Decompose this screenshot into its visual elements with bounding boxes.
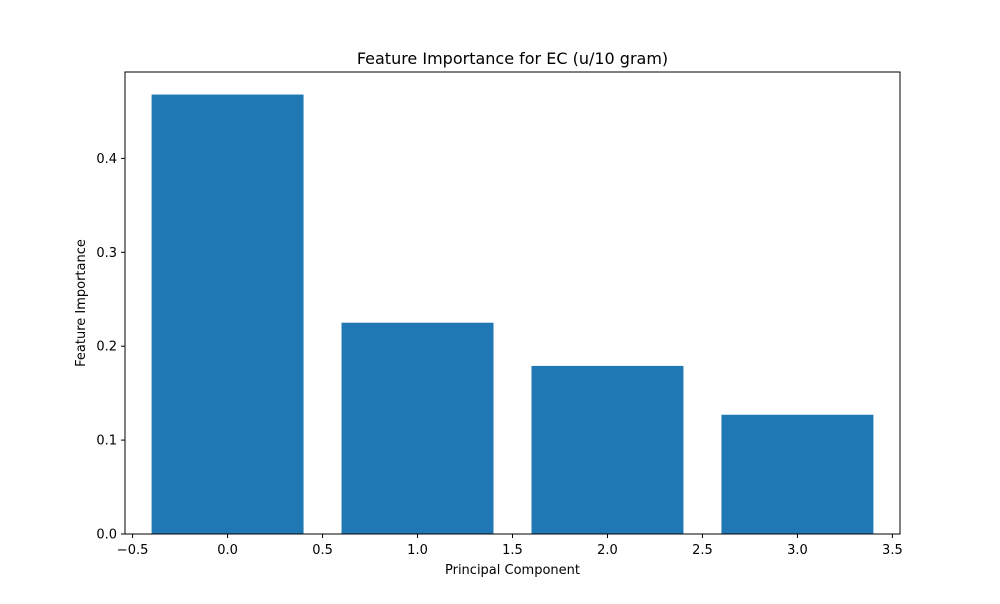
x-tick-label: 0.0 — [217, 543, 238, 558]
x-tick-label: 3.0 — [787, 543, 808, 558]
y-axis-ticks: 0.0 0.1 0.2 0.3 0.4 — [96, 152, 125, 543]
bars-group — [151, 94, 874, 534]
x-tick-label: 1.0 — [407, 543, 428, 558]
bar-2 — [531, 365, 684, 534]
bar-3 — [721, 414, 874, 534]
x-tick-label: 3.5 — [882, 543, 903, 558]
x-tick-label: 2.5 — [692, 543, 713, 558]
x-tick-label: 0.5 — [312, 543, 333, 558]
chart-title: Feature Importance for EC (u/10 gram) — [357, 49, 668, 68]
y-tick-label: 0.0 — [96, 528, 117, 543]
x-axis-ticks: −0.5 0.0 0.5 1.0 1.5 2.0 2.5 3.0 3.5 — [117, 534, 903, 558]
y-tick-label: 0.2 — [96, 340, 117, 355]
y-axis-label: Feature Importance — [74, 239, 89, 367]
x-tick-label: 2.0 — [597, 543, 618, 558]
bar-0 — [151, 94, 304, 534]
y-tick-label: 0.1 — [96, 434, 117, 449]
x-tick-label: −0.5 — [117, 543, 149, 558]
bar-1 — [341, 322, 494, 534]
x-axis-label: Principal Component — [445, 563, 580, 578]
x-tick-label: 1.5 — [502, 543, 523, 558]
y-tick-label: 0.4 — [96, 152, 117, 167]
y-tick-label: 0.3 — [96, 246, 117, 261]
plot-frame — [124, 71, 901, 535]
